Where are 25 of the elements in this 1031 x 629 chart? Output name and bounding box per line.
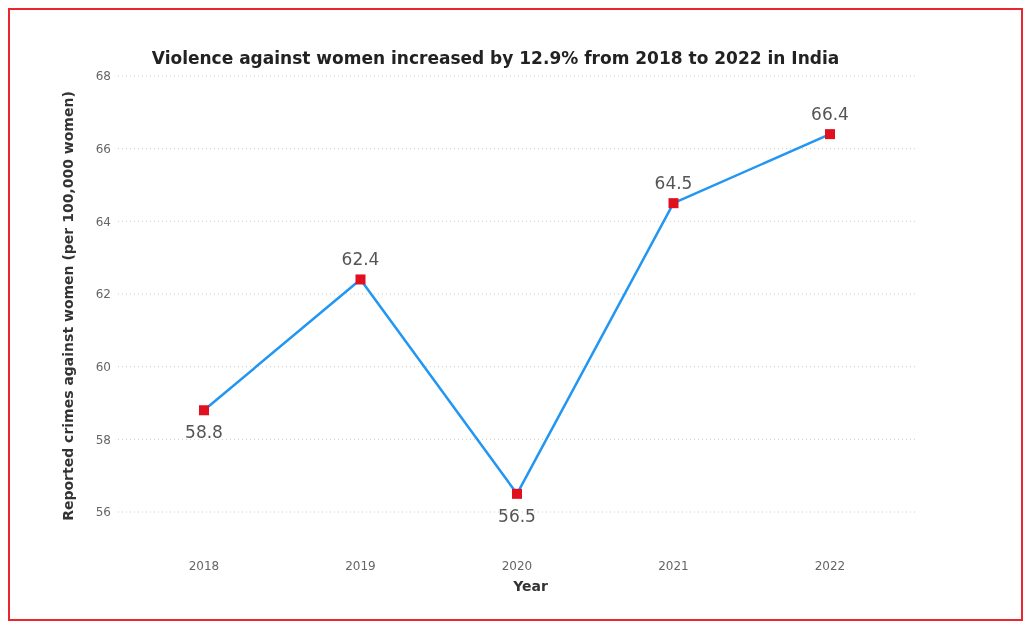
data-label: 66.4 — [811, 104, 849, 125]
data-label: 56.5 — [498, 505, 536, 526]
point — [512, 488, 522, 499]
point — [355, 274, 366, 285]
y-tick-label: 62 — [95, 287, 111, 302]
x-tick-label: 2019 — [345, 559, 376, 573]
x-axis-title: Year — [512, 578, 548, 594]
x-tick-label: 2018 — [188, 559, 220, 573]
chart-title: Violence against women increased by 12.9% from 2018 to 2022 in India — [151, 48, 840, 68]
point — [825, 129, 835, 140]
y-tick-label: 68 — [95, 69, 111, 84]
data-label: 58.8 — [185, 422, 223, 443]
y-tick-label: 56 — [95, 505, 111, 520]
data-label: 64.5 — [654, 173, 693, 194]
y-tick-label: 64 — [95, 214, 111, 229]
y-tick-label: 60 — [95, 359, 111, 374]
y-tick-label: 58 — [95, 432, 111, 447]
data-label: 62.4 — [341, 249, 380, 270]
y-axis-title: Reported crimes against women (per 100,000 women) — [60, 91, 76, 521]
point — [199, 405, 209, 416]
y-tick-label: 66 — [95, 141, 111, 156]
x-tick-label: 2022 — [814, 559, 846, 573]
x-tick-label: 2020 — [501, 559, 533, 573]
x-tick-label: 2021 — [658, 559, 689, 573]
point — [668, 198, 679, 209]
